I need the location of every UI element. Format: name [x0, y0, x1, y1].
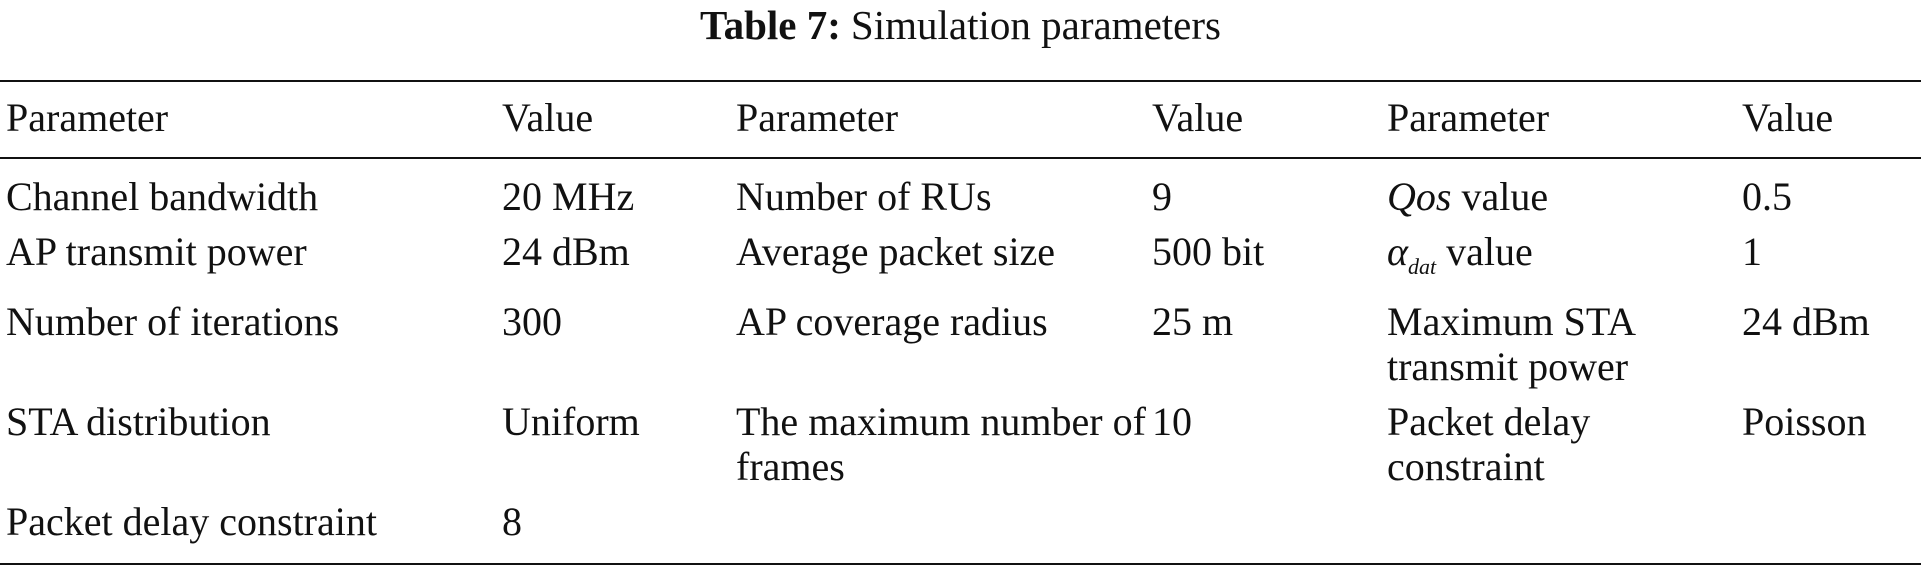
- symbol: αdat: [1387, 229, 1437, 279]
- cell-text: value: [1461, 174, 1549, 219]
- header-cell: Parameter: [1387, 95, 1550, 140]
- table-cell: AP transmit power: [6, 229, 307, 274]
- table-caption: Table 7: Simulation parameters: [0, 0, 1921, 80]
- table-cell: Packet delay constraint: [1387, 399, 1591, 489]
- table-row: Number of iterations 300 AP coverage radiu…: [0, 294, 1921, 394]
- table-cell: Channel bandwidth: [6, 174, 319, 219]
- table-cell: 24 dBm: [1742, 299, 1870, 344]
- table-cell: 9: [1152, 174, 1172, 219]
- header-cell: Value: [1742, 95, 1834, 140]
- table-cell: AP coverage radius: [736, 299, 1048, 344]
- table-cell: 500 bit: [1152, 229, 1265, 274]
- table-cell: 0.5: [1742, 174, 1792, 219]
- table-cell: STA distribution: [6, 399, 271, 444]
- table-cell: Number of iterations: [6, 299, 340, 344]
- table-cell: Number of RUs: [736, 174, 992, 219]
- table-cell: 20 MHz: [502, 174, 635, 219]
- table-cell: 24 dBm: [502, 229, 630, 274]
- caption-title: Simulation parameters: [850, 2, 1221, 48]
- table-cell: 25 m: [1152, 299, 1234, 344]
- table-cell: Average packet size: [736, 229, 1056, 274]
- caption-label: Table 7:: [700, 2, 841, 48]
- table-cell: 8: [502, 499, 522, 544]
- cell-text: value: [1446, 229, 1533, 274]
- table-cell: The maximum number of frames: [736, 399, 1146, 489]
- table-row: Packet delay constraint 8: [0, 494, 1921, 564]
- table-cell: 300: [502, 299, 562, 344]
- table-cell: Packet delay constraint: [6, 499, 377, 544]
- header-cell: Value: [502, 95, 594, 140]
- table-cell: 10: [1152, 399, 1192, 444]
- table-cell: Qos value: [1381, 158, 1736, 224]
- header-cell: Value: [1152, 95, 1244, 140]
- subscript: dat: [1408, 254, 1437, 279]
- header-cell: Parameter: [736, 95, 899, 140]
- table-cell: 1: [1742, 229, 1762, 274]
- table-cell: αdat value: [1381, 224, 1736, 294]
- table: Parameter Value Parameter Value Parameter Val…: [0, 80, 1921, 565]
- header-row: Parameter Value Parameter Value Parameter Val…: [0, 81, 1921, 158]
- symbol: Qos: [1387, 174, 1452, 219]
- table-cell: Maximum STA transmit power: [1387, 299, 1634, 389]
- table-body: Channel bandwidth 20 MHz Number of RUs 9 Qos…: [0, 158, 1921, 564]
- table-cell: Uniform: [502, 399, 640, 444]
- table-row: AP transmit power 24 dBm Average packet si…: [0, 224, 1921, 294]
- table-row: STA distribution Uniform The maximum numbe…: [0, 394, 1921, 494]
- table-cell: Poisson: [1742, 399, 1867, 444]
- table-header: Parameter Value Parameter Value Parameter Val…: [0, 81, 1921, 158]
- table-row: Channel bandwidth 20 MHz Number of RUs 9 Qos…: [0, 158, 1921, 224]
- header-cell: Parameter: [6, 95, 169, 140]
